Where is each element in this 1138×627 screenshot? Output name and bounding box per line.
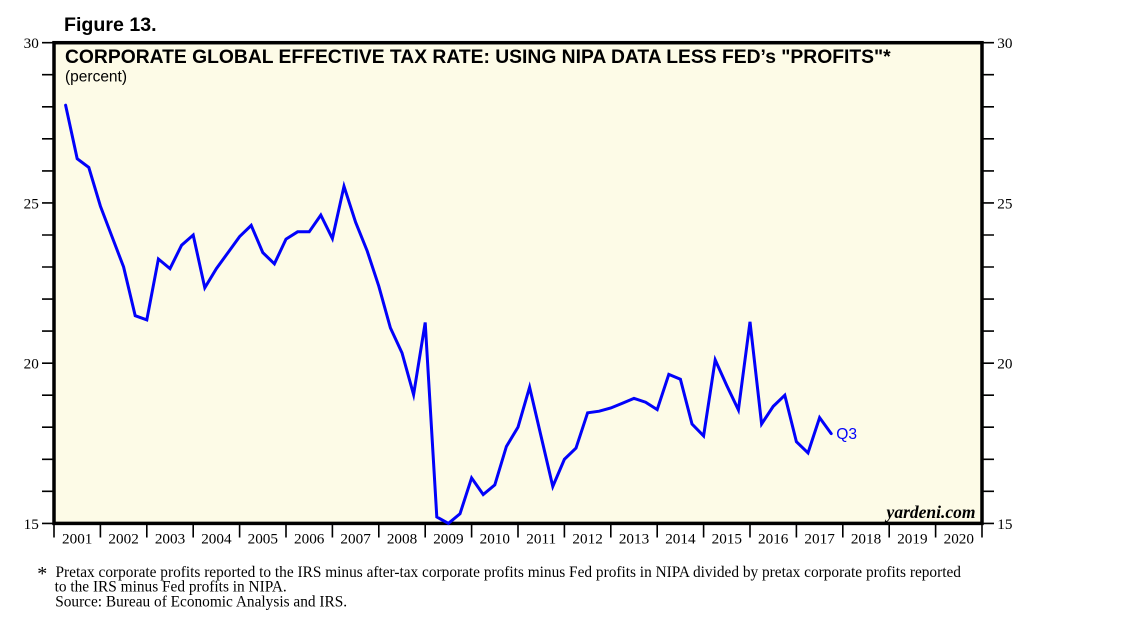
svg-text:2007: 2007	[340, 531, 371, 548]
svg-text:2001: 2001	[62, 531, 92, 548]
svg-text:20: 20	[997, 356, 1013, 373]
svg-text:2011: 2011	[526, 531, 556, 548]
svg-text:2018: 2018	[851, 531, 882, 548]
svg-text:Source: Bureau of Economic Ana: Source: Bureau of Economic Analysis and …	[55, 594, 347, 611]
svg-text:30: 30	[997, 35, 1013, 52]
svg-text:CORPORATE GLOBAL EFFECTIVE TAX: CORPORATE GLOBAL EFFECTIVE TAX RATE: USI…	[65, 47, 891, 68]
svg-text:2002: 2002	[108, 531, 138, 548]
svg-text:2015: 2015	[712, 531, 742, 548]
svg-text:2006: 2006	[294, 531, 325, 548]
svg-text:Pretax corporate profits repor: Pretax corporate profits reported to the…	[56, 564, 962, 581]
svg-text:15: 15	[24, 516, 39, 533]
svg-text:(percent): (percent)	[65, 69, 127, 86]
svg-text:2010: 2010	[480, 531, 511, 548]
svg-text:2003: 2003	[155, 531, 185, 548]
svg-text:25: 25	[24, 195, 39, 212]
svg-text:30: 30	[24, 35, 40, 52]
svg-text:2008: 2008	[387, 531, 418, 548]
svg-text:2009: 2009	[433, 531, 463, 548]
svg-text:2016: 2016	[758, 531, 789, 548]
svg-text:2004: 2004	[201, 531, 232, 548]
svg-text:Q3: Q3	[836, 426, 857, 443]
svg-text:2012: 2012	[572, 531, 602, 548]
svg-text:25: 25	[997, 195, 1012, 212]
svg-text:to the IRS minus Fed profits i: to the IRS minus Fed profits in NIPA.	[55, 579, 287, 596]
svg-text:2017: 2017	[804, 531, 835, 548]
svg-text:2014: 2014	[665, 531, 696, 548]
svg-text:2020: 2020	[944, 531, 975, 548]
svg-text:2019: 2019	[897, 531, 927, 548]
svg-text:20: 20	[24, 356, 40, 373]
svg-text:2005: 2005	[248, 531, 278, 548]
svg-text:2013: 2013	[619, 531, 649, 548]
svg-text:Figure 13.: Figure 13.	[64, 14, 157, 36]
svg-text:*: *	[37, 563, 47, 585]
svg-text:15: 15	[997, 516, 1012, 533]
svg-text:yardeni.com: yardeni.com	[885, 502, 976, 522]
